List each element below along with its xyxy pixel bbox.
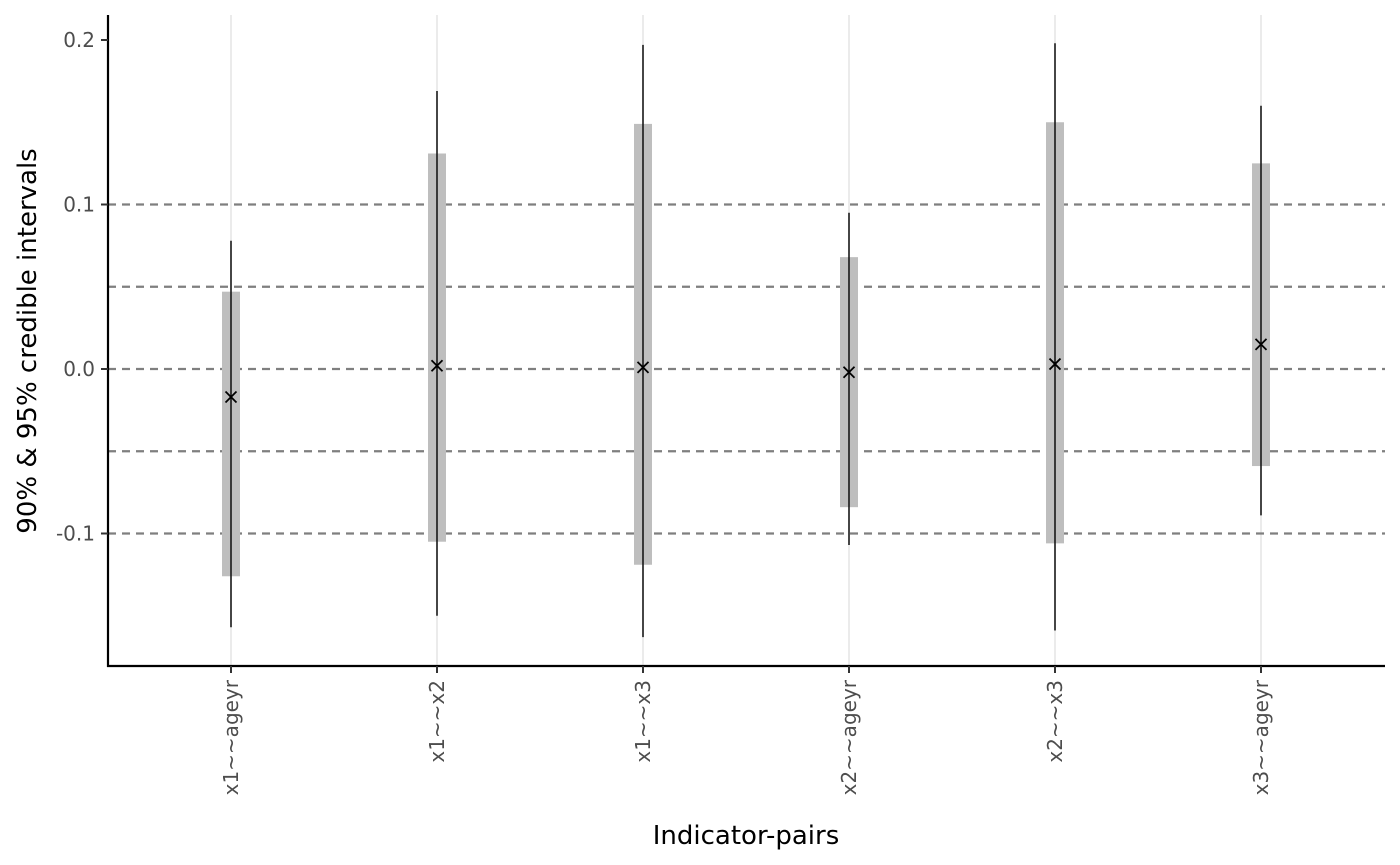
x-tick-label: x1~~x2 (425, 680, 449, 763)
estimate-marker (636, 361, 650, 374)
estimate-marker (842, 366, 856, 379)
estimate-marker-stroke (1254, 338, 1268, 351)
reference-lines (108, 203, 1385, 535)
estimate-marker-stroke (224, 390, 238, 404)
estimate-marker-stroke (636, 361, 650, 374)
estimate-marker-stroke (842, 366, 856, 379)
axes (106, 15, 1385, 668)
y-axis-title: 90% & 95% credible intervals (13, 148, 43, 533)
estimate-marker-stroke (1048, 357, 1062, 371)
y-ticks: -0.1 0.0 0.1 0.2 (56, 28, 108, 546)
estimate-marker (1254, 338, 1268, 351)
x-tick-label: x2~~x3 (1043, 680, 1067, 763)
x-tick-label: x2~~ageyr (837, 679, 861, 795)
y-tick-label: 0.2 (63, 28, 95, 52)
x-tick-label: x1~~x3 (631, 680, 655, 763)
estimate-marker (430, 359, 444, 372)
data-layer (222, 43, 1270, 638)
x-tick-label: x3~~ageyr (1249, 679, 1273, 795)
estimate-marker (224, 390, 238, 404)
x-tick-label: x1~~ageyr (219, 679, 243, 795)
x-ticks: x1~~ageyr x1~~x2 x1~~x3 x2~~ageyr x2~~x3 x3~~… (219, 666, 1273, 795)
x-axis-title: Indicator-pairs (653, 821, 840, 851)
estimate-marker (1048, 357, 1062, 371)
y-tick-label: -0.1 (56, 522, 95, 546)
y-tick-label: 0.0 (63, 357, 95, 381)
y-tick-label: 0.1 (63, 193, 95, 217)
estimate-marker-stroke (430, 359, 444, 372)
grid-layer (230, 15, 1262, 666)
